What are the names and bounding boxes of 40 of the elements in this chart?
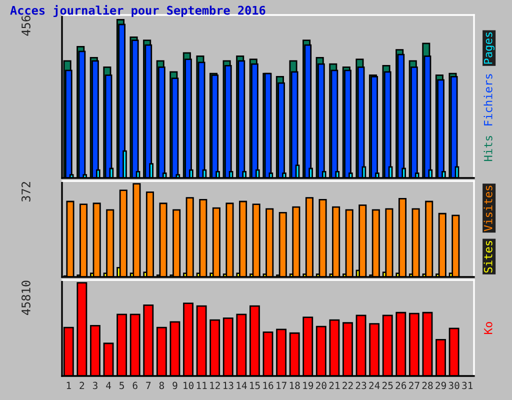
text: Fichiers — [484, 74, 492, 126]
text: Sites — [484, 240, 492, 273]
x-tick-label: 24 — [369, 382, 380, 389]
x-tick-label: 6 — [132, 382, 138, 390]
x-tick-label: 4 — [106, 382, 111, 389]
x-tick-label: 10 — [184, 382, 194, 390]
text: Visites — [484, 186, 492, 232]
x-tick-label: 23 — [356, 382, 366, 390]
x-tick-label: 5 — [120, 382, 124, 390]
text: Ko — [484, 322, 492, 334]
x-tick-label: 22 — [342, 382, 353, 389]
text: 456 — [22, 16, 30, 36]
text: 372 — [22, 182, 30, 202]
x-tick-label: 16 — [263, 382, 274, 390]
x-tick-label: 31 — [462, 382, 473, 390]
x-tick-label: 13 — [223, 382, 234, 390]
x-tick-label: 3 — [92, 382, 98, 390]
text: Hits — [484, 136, 492, 161]
x-tick-label: 9 — [172, 382, 178, 390]
x-tick-label: 1 — [66, 382, 71, 389]
x-tick-label: 7 — [146, 382, 151, 389]
x-tick-label: 19 — [303, 382, 314, 390]
x-tick-label: 30 — [448, 382, 460, 390]
x-tick-label: 18 — [290, 382, 300, 390]
x-tick-label: 2 — [80, 382, 84, 389]
x-tick-label: 26 — [396, 382, 406, 390]
x-tick-label: 12 — [210, 382, 220, 389]
text: 45810 — [22, 280, 30, 315]
x-tick-label: 27 — [409, 382, 420, 389]
x-tick-label: 17 — [276, 382, 286, 389]
x-tick-label: 28 — [422, 382, 433, 390]
x-tick-label: 20 — [316, 382, 326, 390]
x-tick-label: 25 — [382, 382, 393, 390]
x-tick-label: 29 — [436, 382, 446, 390]
x-tick-label: 21 — [329, 382, 340, 389]
text: Pages — [484, 32, 494, 64]
x-tick-label: 14 — [236, 382, 247, 389]
x-tick-label: 11 — [196, 382, 207, 389]
x-tick-label: 8 — [159, 382, 164, 390]
x-tick-label: 15 — [250, 382, 260, 390]
